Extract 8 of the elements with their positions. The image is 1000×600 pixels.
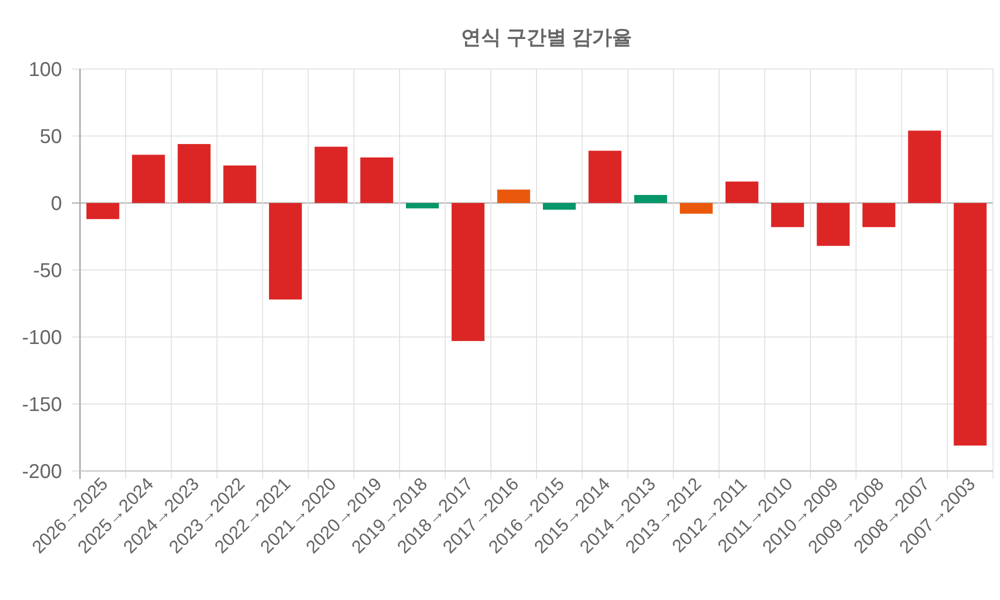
y-tick-label: -200 — [22, 461, 62, 483]
y-tick-label: -100 — [22, 327, 62, 349]
y-tick-label: -150 — [22, 394, 62, 416]
chart-title: 연식 구간별 감가율 — [460, 27, 632, 49]
y-tick-label: 0 — [50, 193, 62, 215]
y-tick-label: 50 — [40, 126, 62, 148]
y-tick-label: -50 — [33, 260, 62, 282]
y-tick-label: 100 — [28, 59, 62, 81]
